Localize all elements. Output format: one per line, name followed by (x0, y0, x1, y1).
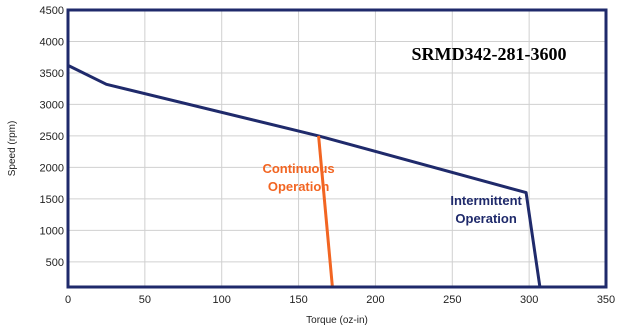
y-tick-label: 3500 (40, 68, 64, 80)
intermittent-operation-label: Intermittent Operation (450, 193, 522, 226)
y-tick-label: 4000 (40, 36, 64, 48)
series-lines (67, 64, 542, 288)
region-label-line: Operation (455, 211, 516, 226)
region-label-line: Intermittent (450, 193, 522, 208)
x-axis-title: Torque (oz-in) (306, 315, 368, 326)
x-tick-label: 50 (139, 294, 151, 306)
x-tick-label: 0 (65, 294, 71, 306)
y-axis-title: Speed (rpm) (7, 121, 18, 177)
x-tick-label: 250 (443, 294, 461, 306)
region-labels: Continuous Operation Intermittent Operation (262, 161, 522, 226)
plot-frame (66, 8, 608, 289)
model-label: SRMD342-281-3600 (412, 44, 567, 64)
y-tick-label: 2000 (40, 162, 64, 174)
series-line-continuous (317, 135, 334, 288)
y-tick-label: 1500 (40, 194, 64, 206)
x-tick-label: 300 (520, 294, 538, 306)
x-tick-labels: 0 50 100 150 200 250 300 350 (65, 294, 615, 306)
x-tick-label: 350 (597, 294, 615, 306)
y-tick-labels: 500 1000 1500 2000 2500 3000 3500 4000 4500 (40, 5, 64, 269)
continuous-operation-label: Continuous Operation (262, 161, 334, 194)
y-tick-label: 1000 (40, 225, 64, 237)
x-tick-label: 150 (289, 294, 307, 306)
x-tick-label: 200 (366, 294, 384, 306)
region-label-line: Operation (268, 179, 329, 194)
x-tick-label: 100 (213, 294, 231, 306)
series-line-intermittent (67, 64, 542, 288)
region-label-line: Continuous (262, 161, 334, 176)
y-tick-label: 4500 (40, 5, 64, 17)
y-tick-label: 3000 (40, 99, 64, 111)
y-tick-label: 500 (46, 257, 64, 269)
y-tick-label: 2500 (40, 131, 64, 143)
grid-lines (68, 10, 606, 287)
